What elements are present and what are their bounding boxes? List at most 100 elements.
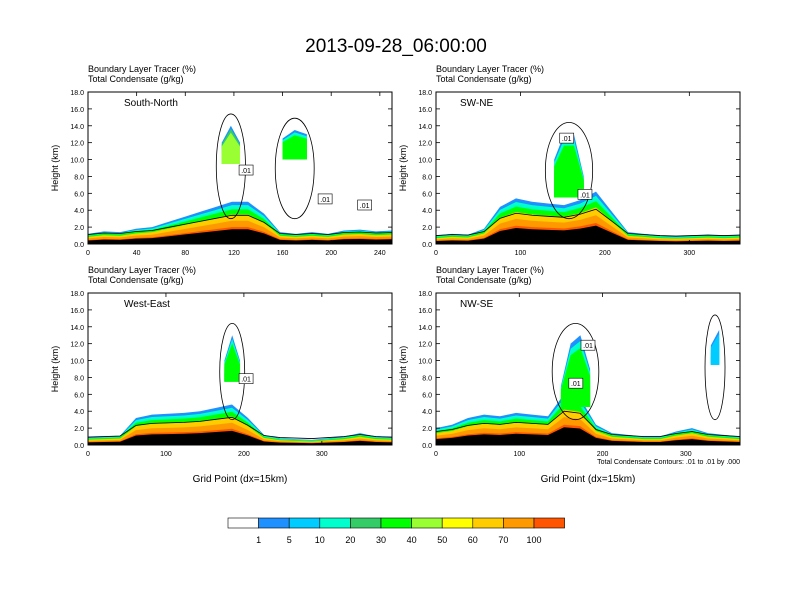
- panel-subtitle: Total Condensate (g/kg): [88, 275, 184, 285]
- colorbar-label: 1: [256, 535, 261, 545]
- colorbar-label: 20: [345, 535, 355, 545]
- colorbar-swatch: [350, 518, 381, 528]
- y-axis-label: Height (km): [50, 346, 60, 393]
- x-tick-label: 200: [599, 250, 611, 257]
- x-tick-label: 0: [86, 250, 90, 257]
- panel-nw-se: Boundary Layer Tracer (%)Total Condensat…: [398, 265, 740, 485]
- y-tick-label: 0.0: [422, 443, 432, 450]
- footnote: Total Condensate Contours: .01 to .01 by…: [597, 459, 740, 466]
- x-tick-label: 300: [316, 451, 328, 458]
- y-tick-label: 2.0: [74, 225, 84, 232]
- x-tick-label: 100: [513, 451, 525, 458]
- colorbar-swatch: [320, 518, 351, 528]
- y-tick-label: 10.0: [70, 359, 84, 366]
- colorbar-swatch: [503, 518, 534, 528]
- y-tick-label: 6.0: [74, 191, 84, 198]
- colorbar-label: 100: [526, 535, 541, 545]
- panel-subtitle: Boundary Layer Tracer (%): [436, 265, 544, 275]
- y-tick-label: 0.0: [74, 443, 84, 450]
- colorbar-swatch: [259, 518, 290, 528]
- panel-subtitle: Total Condensate (g/kg): [88, 74, 184, 84]
- panel-label: West-East: [124, 299, 170, 310]
- y-tick-label: 14.0: [70, 325, 84, 332]
- contour-label: .01: [360, 203, 370, 210]
- colorbar-swatch: [442, 518, 473, 528]
- storm-center-dot: [237, 437, 244, 444]
- y-tick-label: 16.0: [418, 107, 432, 114]
- colorbar-label: 70: [498, 535, 508, 545]
- y-tick-label: 12.0: [70, 342, 84, 349]
- x-tick-label: 200: [325, 250, 337, 257]
- panel-subtitle: Total Condensate (g/kg): [436, 74, 532, 84]
- y-tick-label: 4.0: [74, 208, 84, 215]
- contour-label: .01: [320, 197, 330, 204]
- y-tick-label: 16.0: [418, 308, 432, 315]
- panel-subtitle: Boundary Layer Tracer (%): [436, 64, 544, 74]
- y-tick-label: 4.0: [74, 409, 84, 416]
- y-tick-label: 10.0: [70, 158, 84, 165]
- x-tick-label: 160: [277, 250, 289, 257]
- y-tick-label: 18.0: [70, 291, 84, 298]
- panel-label: South-North: [124, 98, 178, 109]
- colorbar-label: 5: [287, 535, 292, 545]
- y-tick-label: 2.0: [422, 426, 432, 433]
- contour-label: .01: [241, 168, 251, 175]
- colorbar-label: 30: [376, 535, 386, 545]
- y-tick-label: 18.0: [418, 90, 432, 97]
- y-tick-label: 10.0: [418, 359, 432, 366]
- y-tick-label: 8.0: [74, 174, 84, 181]
- y-tick-label: 0.0: [422, 242, 432, 249]
- panel-subtitle: Total Condensate (g/kg): [436, 275, 532, 285]
- colorbar-swatch: [534, 518, 565, 528]
- x-tick-label: 100: [515, 250, 527, 257]
- contour-label: .01: [562, 136, 572, 143]
- contour-label: .01: [571, 381, 581, 388]
- y-tick-label: 6.0: [422, 191, 432, 198]
- y-axis-label: Height (km): [398, 145, 408, 192]
- y-tick-label: 2.0: [422, 225, 432, 232]
- x-axis-label: Grid Point (dx=15km): [541, 474, 636, 485]
- x-tick-label: 0: [86, 451, 90, 458]
- x-axis-label: Grid Point (dx=15km): [193, 474, 288, 485]
- storm-center-dot: [585, 236, 592, 243]
- panel-label: NW-SE: [460, 299, 493, 310]
- y-tick-label: 16.0: [70, 107, 84, 114]
- figure-title: 2013-09-28_06:00:00: [305, 36, 487, 57]
- y-tick-label: 14.0: [70, 124, 84, 131]
- y-tick-label: 2.0: [74, 426, 84, 433]
- colorbar-label: 10: [315, 535, 325, 545]
- colorbar: 1 5 10 20 30 40 50 60 70 100: [228, 518, 565, 545]
- y-axis-label: Height (km): [50, 145, 60, 192]
- x-tick-label: 40: [133, 250, 141, 257]
- panel-sw-ne: Boundary Layer Tracer (%)Total Condensat…: [398, 64, 740, 257]
- panel-subtitle: Boundary Layer Tracer (%): [88, 265, 196, 275]
- x-tick-label: 300: [680, 451, 692, 458]
- colorbar-label: 50: [437, 535, 447, 545]
- colorbar-swatch: [381, 518, 412, 528]
- colorbar-swatch: [289, 518, 320, 528]
- y-tick-label: 12.0: [70, 141, 84, 148]
- y-tick-label: 8.0: [422, 375, 432, 382]
- colorbar-label: 60: [468, 535, 478, 545]
- colorbar-swatch: [412, 518, 443, 528]
- x-tick-label: 120: [228, 250, 240, 257]
- y-tick-label: 8.0: [422, 174, 432, 181]
- y-tick-label: 18.0: [70, 90, 84, 97]
- y-tick-label: 14.0: [418, 325, 432, 332]
- y-tick-label: 14.0: [418, 124, 432, 131]
- x-tick-label: 0: [434, 250, 438, 257]
- y-tick-label: 4.0: [422, 208, 432, 215]
- y-axis-label: Height (km): [398, 346, 408, 393]
- figure: 2013-09-28_06:00:00 Boundary Layer Trace…: [0, 0, 792, 612]
- panel-label: SW-NE: [460, 98, 493, 109]
- contour-label: .01: [241, 377, 251, 384]
- panel-subtitle: Boundary Layer Tracer (%): [88, 64, 196, 74]
- y-tick-label: 4.0: [422, 409, 432, 416]
- x-tick-label: 80: [181, 250, 189, 257]
- y-tick-label: 12.0: [418, 141, 432, 148]
- y-tick-label: 12.0: [418, 342, 432, 349]
- y-tick-label: 0.0: [74, 242, 84, 249]
- y-tick-label: 10.0: [418, 158, 432, 165]
- storm-center-dot: [585, 437, 592, 444]
- x-tick-label: 200: [238, 451, 250, 458]
